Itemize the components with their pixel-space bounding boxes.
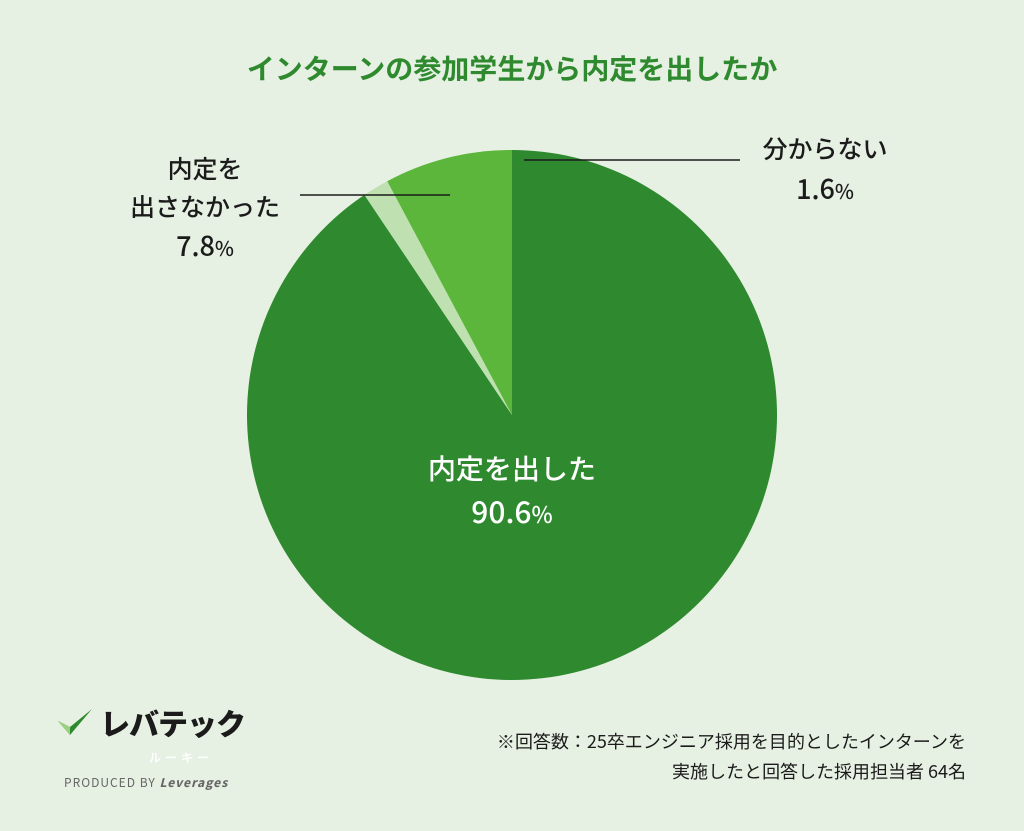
brand-block: レバテック ルーキー PRODUCED BY Leverages: [56, 700, 266, 791]
brand-sub-bar: ルーキー: [96, 746, 266, 768]
brand-check-icon: [56, 705, 94, 739]
brand-name: レバテック: [100, 700, 245, 744]
brand-sub-text: ルーキー: [149, 749, 213, 766]
footer-note-line2: 実施したと回答した採用担当者 64名: [497, 756, 966, 787]
brand-top: レバテック: [56, 700, 266, 744]
footer-note-line1: ※回答数：25卒エンジニア採用を目的としたインターンを: [497, 726, 966, 757]
brand-produced: PRODUCED BY Leverages: [64, 774, 266, 791]
footer-note: ※回答数：25卒エンジニア採用を目的としたインターンを 実施したと回答した採用担…: [497, 726, 966, 787]
outer-label-dontknow: 分からない1.6%: [705, 130, 945, 208]
outer-label-no: 内定を出さなかった7.8%: [85, 150, 325, 266]
